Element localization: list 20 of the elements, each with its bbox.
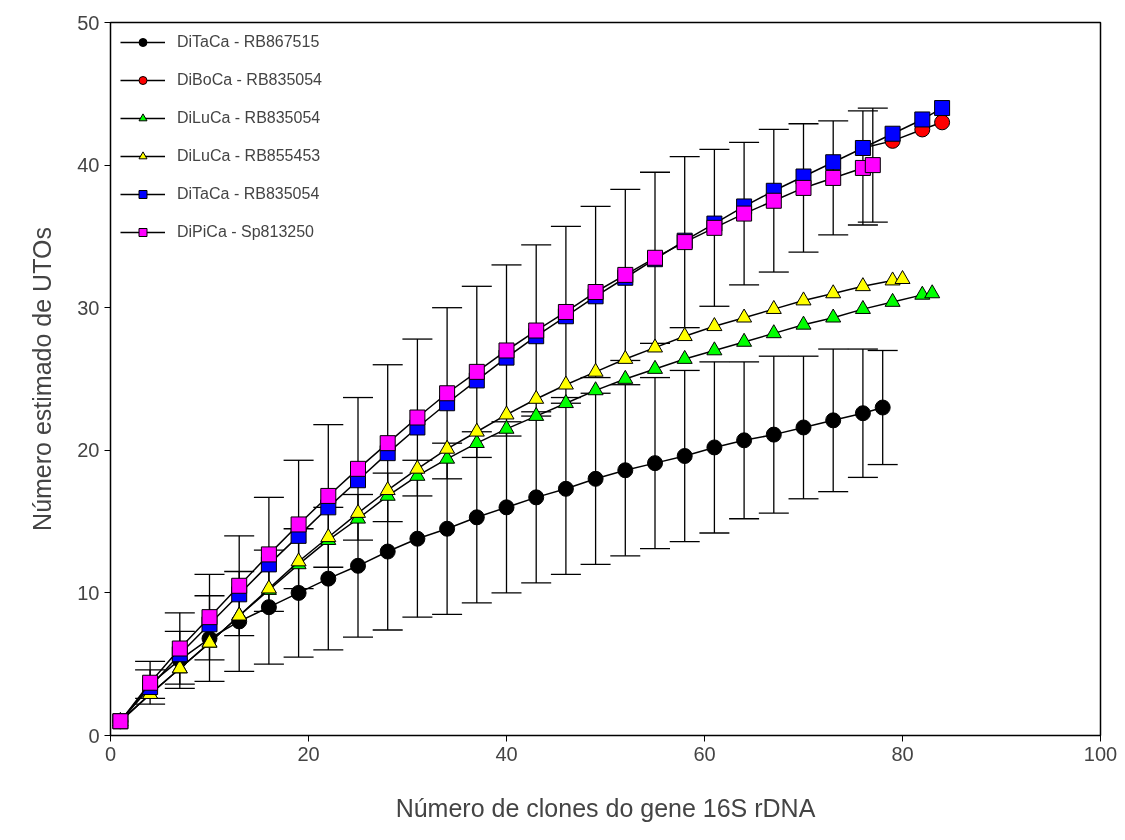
legend-label: DiTaCa - RB835054 — [177, 185, 320, 203]
x-tick-label: 100 — [1083, 742, 1118, 765]
x-tick-label: 80 — [891, 742, 914, 765]
y-tick-label: 30 — [77, 296, 100, 319]
y-tick-label: 10 — [77, 581, 100, 604]
y-tick-label: 40 — [77, 154, 100, 177]
x-axis-title: Número de clones do gene 16S rDNA — [395, 793, 816, 822]
x-tick-label: 40 — [495, 742, 518, 765]
legend-label: DiLuCa - RB835054 — [177, 109, 321, 127]
legend-label: DiBoCa - RB835054 — [177, 71, 322, 89]
y-tick-label: 50 — [77, 11, 100, 34]
y-axis-title: Número estimado de UTOs — [28, 227, 57, 531]
x-tick-label: 0 — [104, 742, 117, 765]
legend-label: DiPiCa - Sp813250 — [177, 223, 314, 241]
y-tick-label: 20 — [77, 439, 100, 462]
x-tick-label: 60 — [693, 742, 716, 765]
legend-label: DiTaCa - RB867515 — [177, 33, 320, 51]
x-tick-label: 20 — [297, 742, 320, 765]
y-tick-label: 0 — [88, 724, 100, 747]
legend-label: DiLuCa - RB855453 — [177, 147, 321, 165]
